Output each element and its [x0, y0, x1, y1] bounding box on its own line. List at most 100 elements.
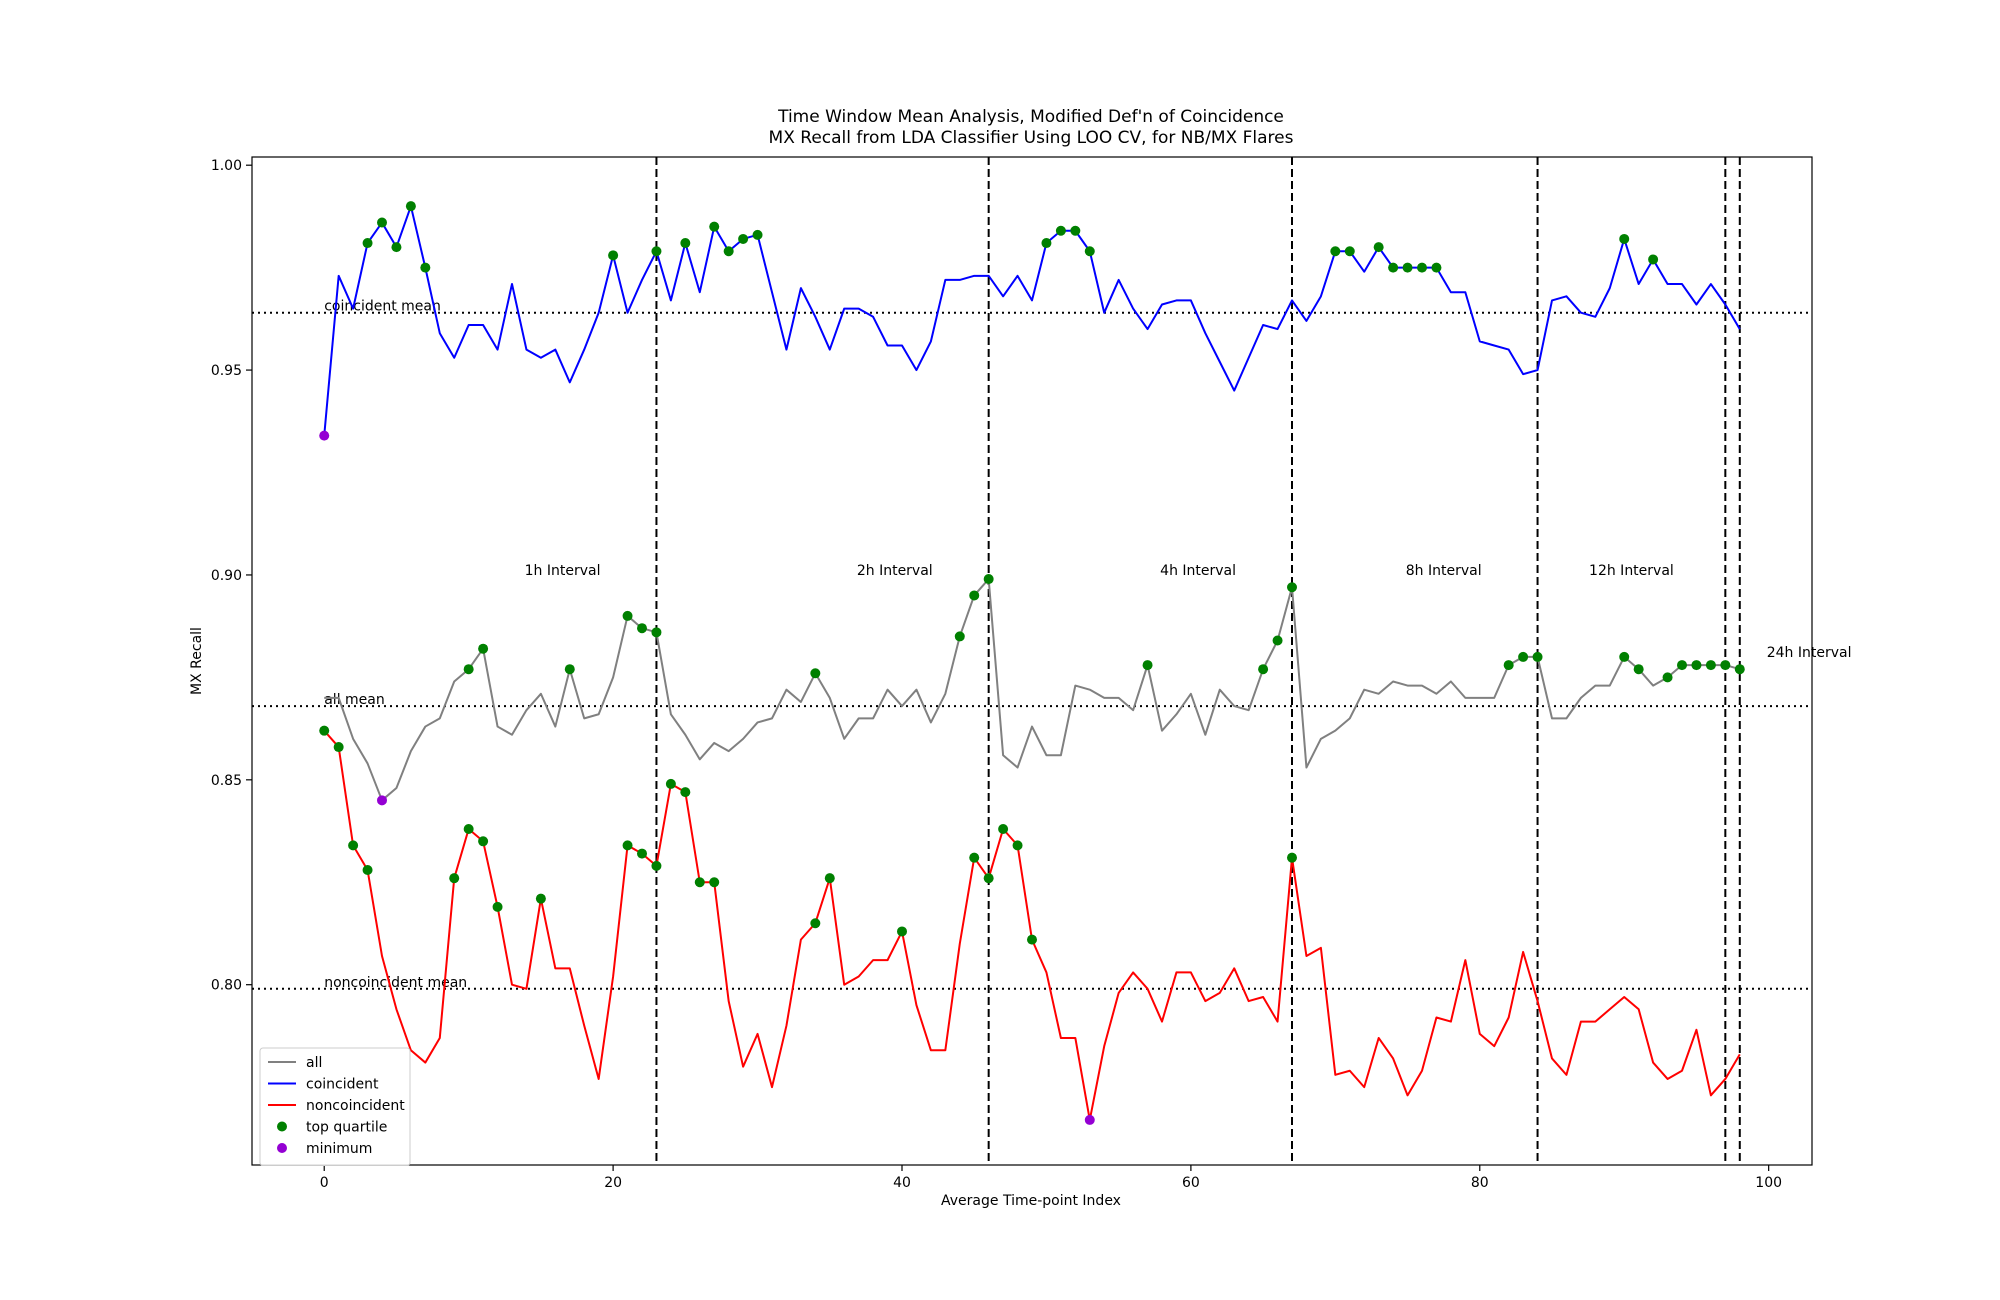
top-quartile-point-coincident	[362, 238, 373, 249]
top-quartile-point-noncoincident	[680, 787, 691, 798]
top-quartile-point-coincident	[1070, 225, 1081, 236]
top-quartile-point-coincident	[752, 229, 763, 240]
top-quartile-point-coincident	[405, 201, 416, 212]
top-quartile-point-noncoincident	[1027, 934, 1037, 945]
top-quartile-point-all	[463, 664, 474, 675]
interval-label-4: 12h Interval	[1589, 563, 1674, 579]
top-quartile-point-coincident	[1388, 262, 1399, 273]
series-line-coincident	[323, 205, 1741, 436]
y-tick-label: 0.95	[211, 363, 242, 379]
top-quartile-point-noncoincident	[998, 824, 1009, 834]
top-quartile-point-coincident	[738, 233, 749, 244]
top-quartile-point-all	[954, 631, 965, 642]
top-quartile-point-all	[1677, 660, 1687, 671]
top-quartile-point-noncoincident	[478, 836, 489, 847]
y-tick-label: 0.90	[211, 568, 242, 584]
x-tick-label: 60	[1182, 1175, 1200, 1191]
top-quartile-point-all	[1532, 651, 1543, 662]
top-quartile-point-all	[1619, 651, 1630, 662]
top-quartile-point-all	[622, 610, 633, 621]
x-tick-label: 100	[1755, 1175, 1782, 1191]
top-quartile-point-coincident	[420, 262, 431, 273]
top-quartile-point-coincident	[1084, 246, 1095, 257]
interval-label-0: 1h Interval	[525, 563, 601, 579]
top-quartile-point-noncoincident	[463, 824, 474, 834]
y-tick-label: 1.00	[211, 158, 242, 174]
top-quartile-point-coincident	[1431, 262, 1442, 273]
top-quartile-point-all	[637, 623, 647, 634]
top-quartile-point-coincident	[1041, 238, 1052, 249]
plot-area: coincident mean all mean noncoincident mea…	[211, 156, 1852, 1191]
top-quartile-point-all	[1142, 660, 1153, 671]
top-quartile-point-coincident	[1055, 225, 1066, 236]
top-quartile-point-noncoincident	[665, 778, 676, 789]
top-quartile-point-noncoincident	[622, 840, 633, 851]
top-quartile-point-all	[1272, 635, 1283, 646]
mean-label-0: coincident mean	[324, 299, 441, 315]
chart-title: Time Window Mean Analysis, Modified Def'…	[777, 107, 1284, 127]
top-quartile-point-coincident	[680, 238, 691, 249]
top-quartile-point-coincident	[1344, 246, 1355, 257]
x-tick-label: 80	[1471, 1175, 1489, 1191]
legend-swatch-marker	[277, 1143, 287, 1153]
series-line-noncoincident	[323, 729, 1741, 1121]
top-quartile-point-noncoincident	[694, 877, 705, 888]
top-quartile-point-noncoincident	[1287, 852, 1297, 863]
top-quartile-point-noncoincident	[637, 848, 647, 859]
top-quartile-point-all	[1503, 660, 1514, 671]
legend: all coincident noncoincident top quartile mi…	[259, 1047, 411, 1166]
legend-label: coincident	[306, 1077, 379, 1093]
top-quartile-point-noncoincident	[969, 852, 980, 863]
series-line-all	[324, 578, 1741, 802]
minimum-point-all	[377, 795, 387, 806]
top-quartile-point-coincident	[651, 246, 662, 257]
interval-label-1: 2h Interval	[857, 563, 933, 579]
top-quartile-point-all	[1662, 672, 1673, 683]
legend-label: top quartile	[306, 1120, 387, 1136]
top-quartile-point-noncoincident	[983, 873, 994, 884]
legend-label: noncoincident	[306, 1098, 405, 1114]
top-quartile-point-coincident	[709, 221, 720, 232]
top-quartile-point-all	[1691, 660, 1702, 671]
top-quartile-point-noncoincident	[824, 873, 835, 884]
top-quartile-point-coincident	[1417, 262, 1427, 273]
top-quartile-point-all	[651, 627, 662, 638]
top-quartile-point-noncoincident	[810, 918, 821, 929]
y-tick-label: 0.85	[211, 773, 242, 789]
x-tick-label: 20	[604, 1175, 622, 1191]
legend-swatch-marker	[277, 1121, 287, 1132]
top-quartile-point-all	[810, 668, 821, 679]
mean-label-1: all mean	[324, 692, 385, 708]
interval-label-3: 8h Interval	[1406, 563, 1482, 579]
top-quartile-point-coincident	[1330, 246, 1341, 257]
top-quartile-point-coincident	[1402, 262, 1413, 273]
x-tick-label: 0	[320, 1175, 329, 1191]
top-quartile-point-all	[478, 643, 489, 654]
top-quartile-point-coincident	[1648, 254, 1659, 265]
interval-label-5: 24h Interval	[1767, 645, 1852, 661]
top-quartile-point-all	[564, 664, 575, 675]
minimum-point-noncoincident	[1084, 1114, 1095, 1125]
chart-subtitle: MX Recall from LDA Classifier Using LOO …	[769, 128, 1294, 148]
top-quartile-point-noncoincident	[449, 873, 460, 884]
top-quartile-point-noncoincident	[535, 893, 546, 904]
plot-frame	[251, 156, 1813, 1166]
top-quartile-point-noncoincident	[319, 725, 330, 736]
y-tick-label: 0.80	[211, 978, 242, 994]
top-quartile-point-all	[1734, 664, 1745, 675]
top-quartile-point-all	[1287, 582, 1297, 593]
top-quartile-point-coincident	[1373, 242, 1384, 253]
top-quartile-point-noncoincident	[1012, 840, 1023, 851]
top-quartile-point-all	[983, 574, 994, 585]
top-quartile-point-all	[1720, 660, 1731, 671]
mean-label-2: noncoincident mean	[324, 975, 467, 991]
legend-label: minimum	[306, 1141, 372, 1157]
top-quartile-point-all	[1518, 651, 1529, 662]
top-quartile-point-coincident	[1619, 233, 1630, 244]
top-quartile-point-noncoincident	[362, 864, 373, 875]
top-quartile-point-noncoincident	[348, 840, 359, 851]
top-quartile-point-noncoincident	[651, 860, 662, 871]
top-quartile-point-coincident	[723, 246, 734, 257]
